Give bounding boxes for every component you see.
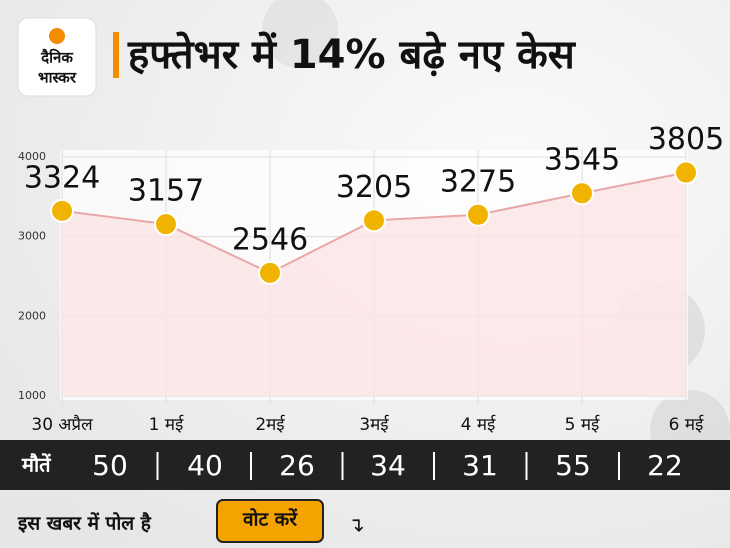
data-label: 3324 — [24, 160, 100, 195]
deaths-value: 50 — [92, 449, 128, 482]
data-label: 3205 — [336, 170, 412, 205]
point — [362, 208, 386, 233]
point — [466, 202, 490, 227]
logo-text: दैनिक — [40, 49, 74, 67]
point — [570, 181, 594, 206]
poll-text: इस खबर में पोल है — [17, 512, 152, 535]
vote-button[interactable] — [216, 499, 324, 543]
x-tick-label: 2मई — [255, 414, 285, 435]
deaths-value: 34 — [370, 449, 406, 482]
vote-button-label[interactable]: वोट करें — [242, 508, 298, 531]
logo-box — [17, 17, 97, 97]
point — [154, 212, 178, 237]
area — [62, 172, 686, 396]
y-tick-label: 3000 — [18, 230, 46, 243]
x-tick-label: 1 मई — [149, 414, 185, 435]
arrow-icon: ↴ — [348, 513, 365, 537]
deaths-value: 31 — [462, 449, 498, 482]
logo-text: भास्कर — [38, 69, 77, 87]
deaths-label: मौतें — [21, 453, 52, 477]
point — [258, 260, 282, 285]
point — [674, 160, 698, 185]
y-tick-label: 2000 — [18, 309, 46, 322]
data-label: 3545 — [544, 143, 620, 178]
virus-decoration — [262, 0, 338, 68]
data-label: 3157 — [128, 174, 204, 209]
x-tick-label: 30 अप्रैल — [31, 414, 93, 435]
data-label: 2546 — [232, 222, 308, 257]
chart-title: हफ्तेभर में 14% बढ़े नए केस — [127, 31, 577, 78]
y-tick-label: 4000 — [18, 150, 46, 163]
deaths-value: 55 — [555, 449, 591, 482]
title-bar — [113, 32, 119, 78]
deaths-row — [0, 440, 730, 490]
deaths-value: 26 — [279, 449, 315, 482]
logo: दैनिक भास्कर — [17, 17, 97, 97]
data-label: 3275 — [440, 164, 516, 199]
deaths-value: 40 — [187, 449, 223, 482]
x-tick-label: 3मई — [359, 414, 389, 435]
data-label: 3805 — [648, 122, 724, 157]
deaths-value: 22 — [647, 449, 683, 482]
point — [50, 198, 74, 223]
x-tick-label: 6 मई — [669, 414, 705, 435]
x-tick-label: 5 मई — [565, 414, 601, 435]
x-tick-label: 4 मई — [461, 414, 497, 435]
y-tick-label: 1000 — [18, 389, 46, 402]
logo-sun — [49, 28, 65, 44]
